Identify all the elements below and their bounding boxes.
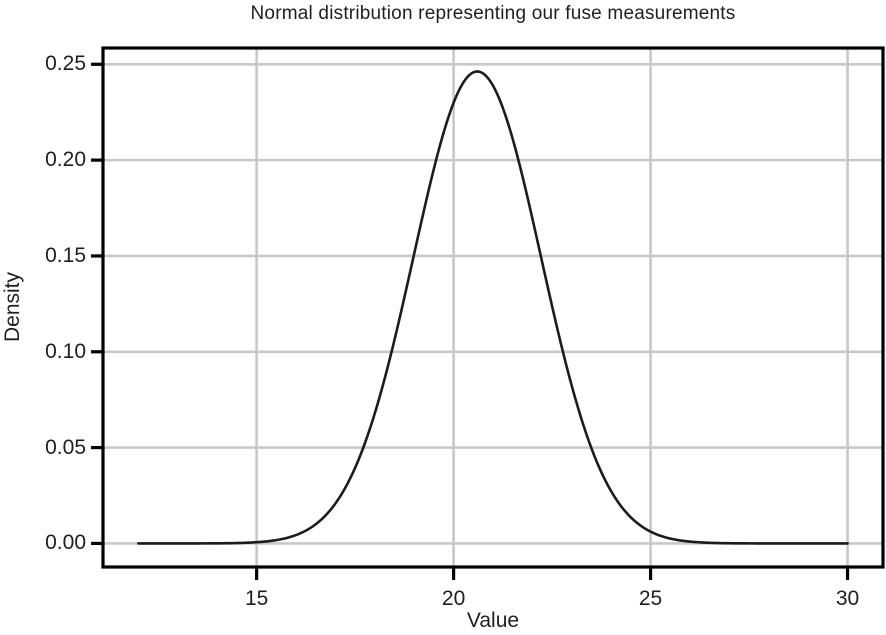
chart-title: Normal distribution representing our fus…: [250, 3, 736, 24]
y-tick-label: 0.10: [45, 339, 86, 363]
y-tick-label: 0.20: [45, 148, 86, 172]
normal-distribution-curve: [137, 70, 849, 545]
x-tick-label: 15: [244, 587, 269, 610]
y-tick-label: 0.15: [45, 243, 86, 267]
x-tick-label: 20: [441, 587, 466, 610]
x-axis-label: Value: [466, 609, 520, 632]
x-tick-label: 25: [638, 587, 663, 610]
plot-border: [101, 46, 885, 569]
x-tick-label: 30: [835, 587, 860, 610]
y-axis-label: Density: [1, 271, 24, 343]
y-tick-label: 0.00: [45, 531, 86, 555]
y-tick-label: 0.25: [45, 52, 86, 76]
y-tick-label: 0.05: [45, 435, 86, 459]
